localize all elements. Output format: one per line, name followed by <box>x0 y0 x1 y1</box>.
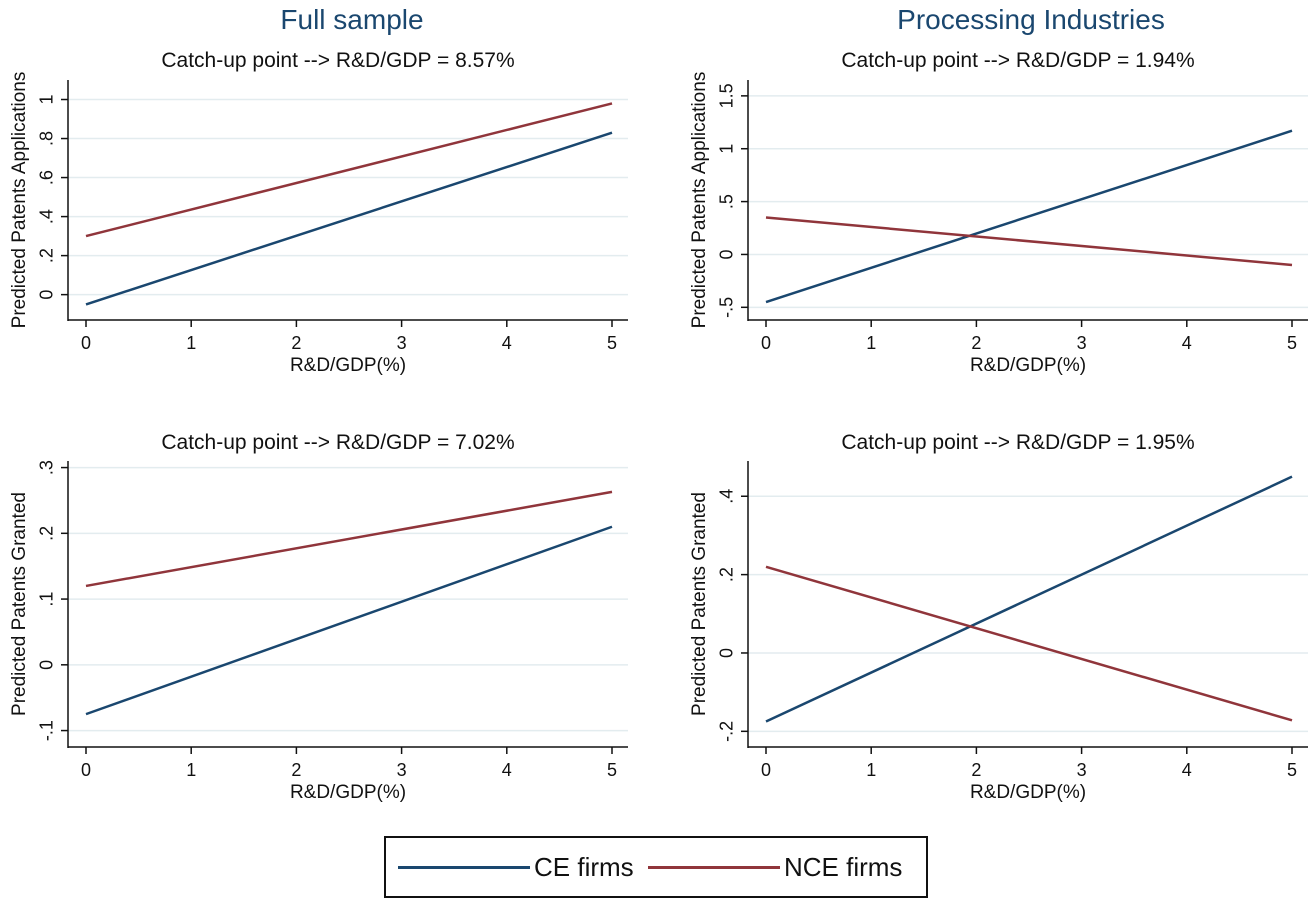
x-tick-label-1-4: 4 <box>1182 333 1192 353</box>
legend-label-nce-firms: NCE firms <box>784 851 903 882</box>
x-tick-label-1-0: 0 <box>761 333 771 353</box>
x-tick-label-0-5: 5 <box>607 333 617 353</box>
series-line-2-nce-firms <box>85 490 613 588</box>
y-tick-label-2-1: 0 <box>37 660 57 670</box>
series-line-1-ce-firms <box>765 129 1293 304</box>
x-axis-label-3: R&D/GDP(%) <box>970 782 1086 803</box>
column-title-processing-industries: Processing Industries <box>897 4 1165 35</box>
y-axis-label-3: Predicted Patents Granted <box>689 492 710 716</box>
legend-swatch-ce-firms <box>398 865 530 869</box>
x-tick-label-0-1: 1 <box>186 333 196 353</box>
y-tick-label-3-2: .2 <box>717 567 737 582</box>
x-tick-label-0-0: 0 <box>81 333 91 353</box>
y-axis-label-2: Predicted Patents Granted <box>9 492 30 716</box>
x-tick-label-0-4: 4 <box>502 333 512 353</box>
legend-swatch-nce-firms <box>648 865 780 869</box>
series-line-1-nce-firms <box>765 216 1293 267</box>
y-axis-label-1: Predicted Patents Applications <box>689 72 710 329</box>
x-tick-label-2-3: 3 <box>397 760 407 780</box>
chart-title-3: Catch-up point --> R&D/GDP = 1.95% <box>841 431 1194 454</box>
column-title-full-sample: Full sample <box>280 4 424 35</box>
y-tick-label-1-2: .5 <box>717 194 737 209</box>
legend-label-ce-firms: CE firms <box>534 851 634 882</box>
y-tick-label-2-4: .3 <box>37 460 57 475</box>
x-tick-label-1-5: 5 <box>1287 333 1297 353</box>
x-tick-label-2-2: 2 <box>291 760 301 780</box>
y-tick-label-0-1: .2 <box>37 248 57 263</box>
series-line-0-nce-firms <box>85 102 613 238</box>
y-tick-label-0-0: 0 <box>37 290 57 300</box>
y-tick-label-0-4: .8 <box>37 131 57 146</box>
x-tick-label-1-1: 1 <box>866 333 876 353</box>
y-tick-label-2-2: .1 <box>37 592 57 607</box>
chart-title-1: Catch-up point --> R&D/GDP = 1.94% <box>841 49 1194 72</box>
x-tick-label-2-4: 4 <box>502 760 512 780</box>
chart-title-0: Catch-up point --> R&D/GDP = 8.57% <box>161 49 514 72</box>
y-tick-label-0-2: .4 <box>37 209 57 224</box>
y-tick-label-1-3: 1 <box>717 144 737 154</box>
y-tick-label-2-0: -.1 <box>37 720 57 741</box>
series-line-2-ce-firms <box>85 525 613 716</box>
y-tick-label-0-3: .6 <box>37 170 57 185</box>
x-tick-label-3-0: 0 <box>761 760 771 780</box>
x-axis-label-2: R&D/GDP(%) <box>290 782 406 803</box>
y-tick-label-2-3: .2 <box>37 526 57 541</box>
x-tick-label-2-1: 1 <box>186 760 196 780</box>
y-tick-label-3-0: -.2 <box>717 721 737 742</box>
y-axis-label-0: Predicted Patents Applications <box>9 72 30 329</box>
legend-item-nce-firms: NCE firms <box>648 838 902 896</box>
x-axis-label-0: R&D/GDP(%) <box>290 355 406 376</box>
x-tick-label-1-3: 3 <box>1077 333 1087 353</box>
y-tick-label-0-5: 1 <box>37 95 57 105</box>
series-line-0-ce-firms <box>85 131 613 306</box>
y-tick-label-1-4: 1.5 <box>717 83 737 108</box>
y-tick-label-3-3: .4 <box>717 489 737 504</box>
legend: CE firms NCE firms <box>384 836 928 898</box>
x-tick-label-3-5: 5 <box>1287 760 1297 780</box>
x-tick-label-0-3: 3 <box>397 333 407 353</box>
x-tick-label-2-0: 0 <box>81 760 91 780</box>
legend-item-ce-firms: CE firms <box>398 838 634 896</box>
chart-grid: Catch-up point --> R&D/GDP = 8.57% 0 .2 .4.… <box>9 49 1308 803</box>
x-tick-label-3-2: 2 <box>971 760 981 780</box>
y-tick-label-3-1: 0 <box>717 648 737 658</box>
chart-title-2: Catch-up point --> R&D/GDP = 7.02% <box>161 431 514 454</box>
series-line-3-nce-firms <box>765 565 1293 722</box>
x-tick-label-0-2: 2 <box>291 333 301 353</box>
y-tick-label-1-0: -.5 <box>717 297 737 318</box>
x-tick-label-3-1: 1 <box>866 760 876 780</box>
x-axis-label-1: R&D/GDP(%) <box>970 355 1086 376</box>
x-tick-label-2-5: 5 <box>607 760 617 780</box>
x-tick-label-3-3: 3 <box>1077 760 1087 780</box>
y-tick-label-1-1: 0 <box>717 249 737 259</box>
x-tick-label-1-2: 2 <box>971 333 981 353</box>
series-line-3-ce-firms <box>765 475 1293 723</box>
x-tick-label-3-4: 4 <box>1182 760 1192 780</box>
